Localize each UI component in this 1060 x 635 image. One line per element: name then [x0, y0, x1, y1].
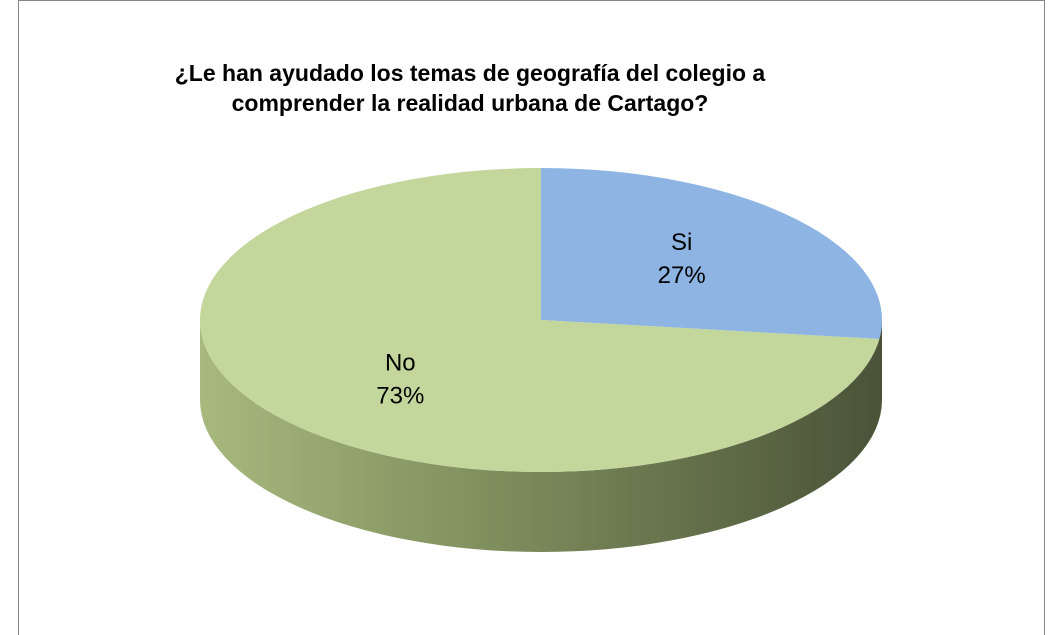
slice-value-label: 73% [376, 383, 424, 410]
slice-category-label: Si [671, 229, 692, 256]
pie-slice [200, 168, 880, 473]
chart-title: ¿Le han ayudado los temas de geografía d… [174, 60, 766, 116]
pie-side [200, 320, 882, 552]
pie-slice [541, 168, 882, 340]
slice-value-label: 27% [658, 262, 706, 289]
slice-category-label: No [385, 350, 416, 377]
